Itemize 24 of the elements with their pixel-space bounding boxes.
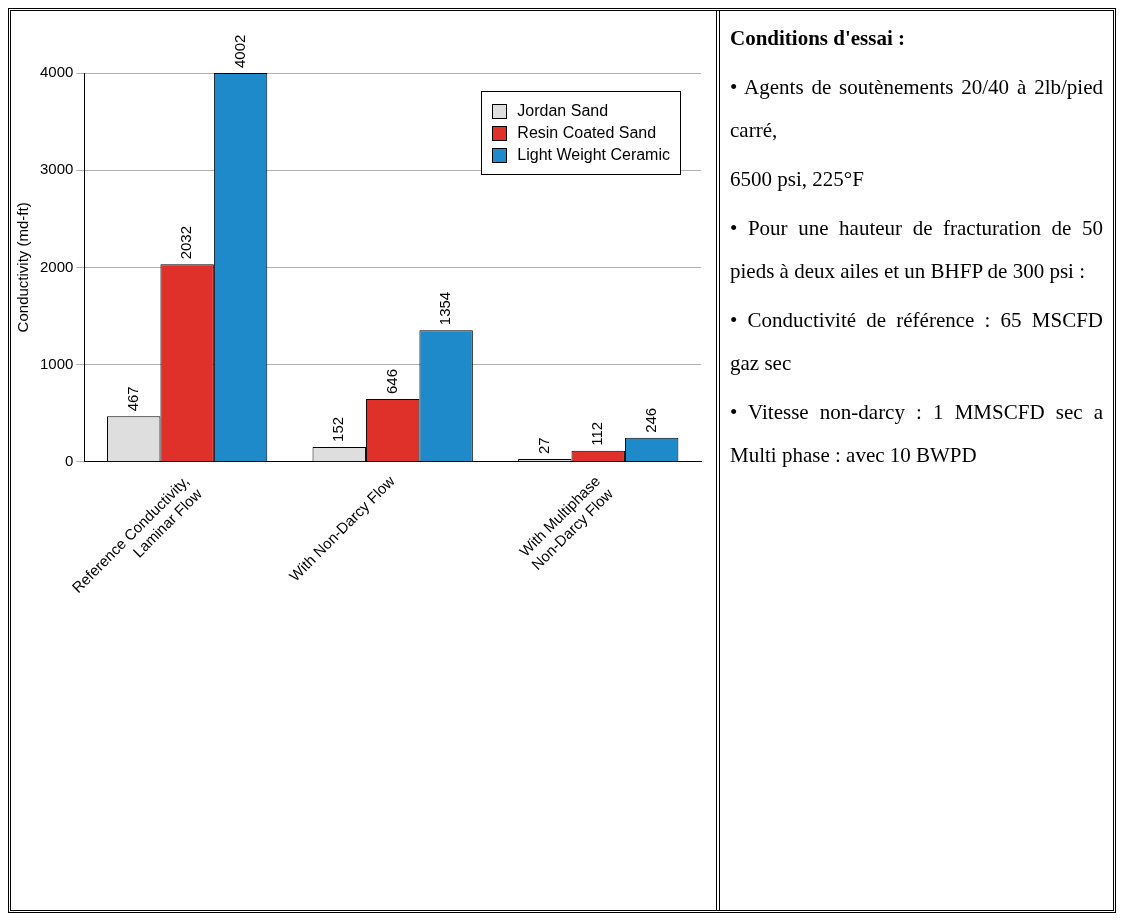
data-label: 27 [534,437,552,455]
y-axis-title: Conductivity (md-ft) [14,202,32,333]
y-tick-label: 2000 [39,257,74,275]
text: • Pour une hauteur de fracturation de 50 pieds à deux ailes et un BHFP de 300 psi : [730,215,1103,285]
data-label: 467 [123,386,141,412]
data-label: 246 [641,407,659,433]
data-label: 646 [382,368,400,394]
y-tick-label: 1000 [39,354,74,372]
data-label: 112 [588,421,606,446]
text: Conditions d'essai : [730,25,907,52]
data-label: 1354 [436,291,454,326]
y-tick-label: 4000 [39,63,74,81]
text: • Agents de soutènements 20/40 à 2lb/pied carré, [730,74,1103,144]
text: • Conductivité de référence : 65 MSCFD gaz sec [730,307,1103,377]
data-label: 4002 [230,34,248,68]
data-label: 2032 [177,225,195,260]
y-tick-label: 0 [65,451,74,469]
legend-label: Resin Coated Sand [517,124,657,142]
y-tick-label: 3000 [39,160,74,178]
legend-label: Jordan Sand [517,102,609,120]
text: • Vitesse non-darcy : 1 MMSCFD sec a Multi phase : avec 10 BWPD [730,399,1103,469]
text: 6500 psi, 225°F [730,166,865,193]
legend-label: Light Weight Ceramic [517,146,670,164]
data-label: 152 [329,416,347,442]
